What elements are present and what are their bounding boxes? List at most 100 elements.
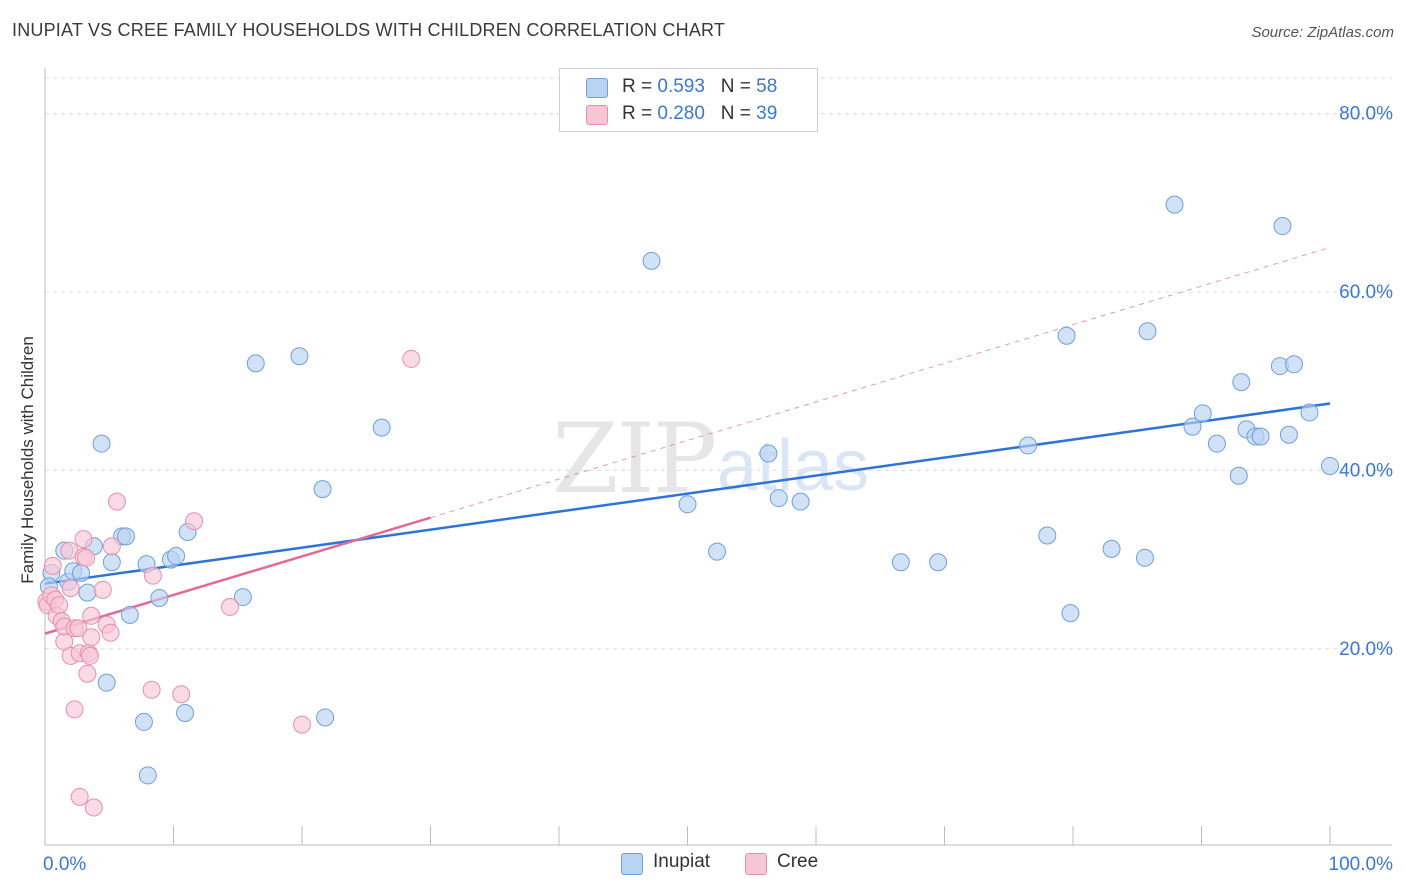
- cree-point-17: [70, 787, 89, 806]
- cree-point-29: [101, 623, 120, 642]
- tick-labels: 20.0% 40.0% 60.0% 80.0% 0.0% 100.0%: [43, 104, 1393, 875]
- inupiat-point-16: [150, 588, 169, 607]
- cree-point-27: [93, 580, 112, 599]
- inupiat-swatch: [586, 78, 608, 98]
- cree-point-3: [43, 556, 62, 575]
- legend-cree-n-value: 39: [756, 103, 778, 124]
- legend-cree-n-label: N =: [720, 103, 751, 124]
- cree-trend-line: [44, 516, 431, 635]
- inupiat-point-13: [134, 712, 153, 731]
- inupiat-point-29: [708, 542, 727, 561]
- source-label: Source: ZipAtlas.com: [1251, 24, 1394, 41]
- inupiat-point-11: [116, 527, 135, 546]
- inupiat-point-32: [791, 492, 810, 511]
- trend-lines: [44, 246, 1331, 635]
- cree-point-6: [50, 596, 69, 615]
- inupiat-point-46: [1229, 466, 1248, 485]
- inupiat-point-33: [891, 553, 910, 572]
- cree-point-21: [78, 664, 97, 683]
- y-tick-label-60: 60.0%: [1339, 282, 1393, 303]
- y-tick-label-40: 40.0%: [1339, 460, 1393, 481]
- chart-title: INUPIAT VS CREE FAMILY HOUSEHOLDS WITH C…: [12, 20, 726, 40]
- legend-inupiat-n-value: 58: [756, 76, 778, 97]
- inupiat-point-44: [1193, 404, 1212, 423]
- inupiat-point-27: [642, 251, 661, 270]
- inupiat-point-25: [316, 708, 335, 727]
- cree-point-35: [185, 512, 204, 531]
- bottom-inupiat-swatch: [621, 853, 643, 875]
- axes: [44, 68, 1392, 846]
- legend-cree-r-value: 0.280: [657, 103, 705, 124]
- y-tick-label-80: 80.0%: [1339, 104, 1393, 125]
- inupiat-point-22: [246, 354, 265, 373]
- inupiat-point-24: [313, 480, 332, 499]
- bottom-cree-label: Cree: [777, 851, 819, 872]
- cree-point-14: [65, 700, 84, 719]
- inupiat-trend-line: [44, 402, 1331, 585]
- inupiat-point-4: [71, 563, 90, 582]
- inupiat-point-9: [102, 553, 121, 572]
- watermark: ZIP atlas: [552, 403, 869, 515]
- inupiat-point-23: [290, 347, 309, 366]
- cree-point-38: [402, 349, 421, 368]
- inupiat-point-38: [1061, 604, 1080, 623]
- cree-point-15: [69, 619, 88, 638]
- x-tick-label-100: 100.0%: [1329, 854, 1394, 875]
- bottom-inupiat-label: Inupiat: [653, 851, 711, 872]
- inupiat-point-43: [1183, 417, 1202, 436]
- cree-point-19: [74, 530, 93, 549]
- cree-point-20: [77, 548, 96, 567]
- inupiat-point-53: [1279, 425, 1298, 444]
- y-tick-label-20: 20.0%: [1339, 639, 1393, 660]
- inupiat-point-40: [1135, 548, 1154, 567]
- inupiat-point-34: [929, 553, 948, 572]
- cree-point-34: [172, 685, 191, 704]
- y-axis-label-wrap: Family Households with Children: [16, 90, 40, 830]
- inupiat-point-41: [1138, 322, 1157, 341]
- cree-trend-extension: [430, 246, 1331, 519]
- inupiat-point-30: [759, 444, 778, 463]
- y-axis-label: Family Households with Children: [18, 336, 37, 584]
- cree-point-26: [84, 798, 103, 817]
- inupiat-point-26: [372, 418, 391, 437]
- cree-point-30: [102, 537, 121, 556]
- legend: R = 0.593 N = 58 R = 0.280 N = 39: [559, 68, 818, 132]
- inupiat-point-5: [78, 583, 97, 602]
- inupiat-point-12: [120, 605, 139, 624]
- legend-cree-r-label: R =: [622, 103, 653, 124]
- cree-point-32: [142, 680, 161, 699]
- inupiat-point-21: [233, 588, 252, 607]
- watermark-atlas: atlas: [717, 426, 869, 506]
- cree-point-11: [61, 579, 80, 598]
- inupiat-point-7: [92, 434, 111, 453]
- inupiat-point-35: [1019, 436, 1038, 455]
- bottom-cree-swatch: [745, 853, 767, 875]
- cree-point-33: [143, 566, 162, 585]
- cree-point-25: [82, 606, 101, 625]
- cree-point-24: [82, 628, 101, 647]
- inupiat-point-54: [1285, 355, 1304, 374]
- inupiat-point-19: [176, 704, 195, 723]
- legend-inupiat-r-value: 0.593: [657, 76, 705, 97]
- inupiat-point-42: [1165, 195, 1184, 214]
- inupiat-point-39: [1102, 539, 1121, 558]
- inupiat-point-8: [97, 673, 116, 692]
- inupiat-point-15: [138, 766, 157, 785]
- cree-point-37: [293, 715, 311, 734]
- x-tick-label-0: 0.0%: [43, 854, 86, 875]
- inupiat-point-52: [1273, 217, 1292, 236]
- inupiat-point-47: [1232, 373, 1251, 392]
- inupiat-point-18: [167, 547, 186, 566]
- cree-swatch: [586, 105, 608, 125]
- cree-point-31: [107, 492, 126, 511]
- inupiat-point-37: [1057, 326, 1076, 345]
- cree-point-23: [80, 646, 99, 665]
- inupiat-point-50: [1251, 427, 1270, 446]
- inupiat-point-45: [1207, 434, 1226, 453]
- data-points: [37, 195, 1339, 817]
- legend-inupiat-n-label: N =: [720, 76, 751, 97]
- cree-point-36: [221, 597, 240, 616]
- inupiat-point-56: [1321, 456, 1339, 475]
- inupiat-point-36: [1038, 526, 1057, 545]
